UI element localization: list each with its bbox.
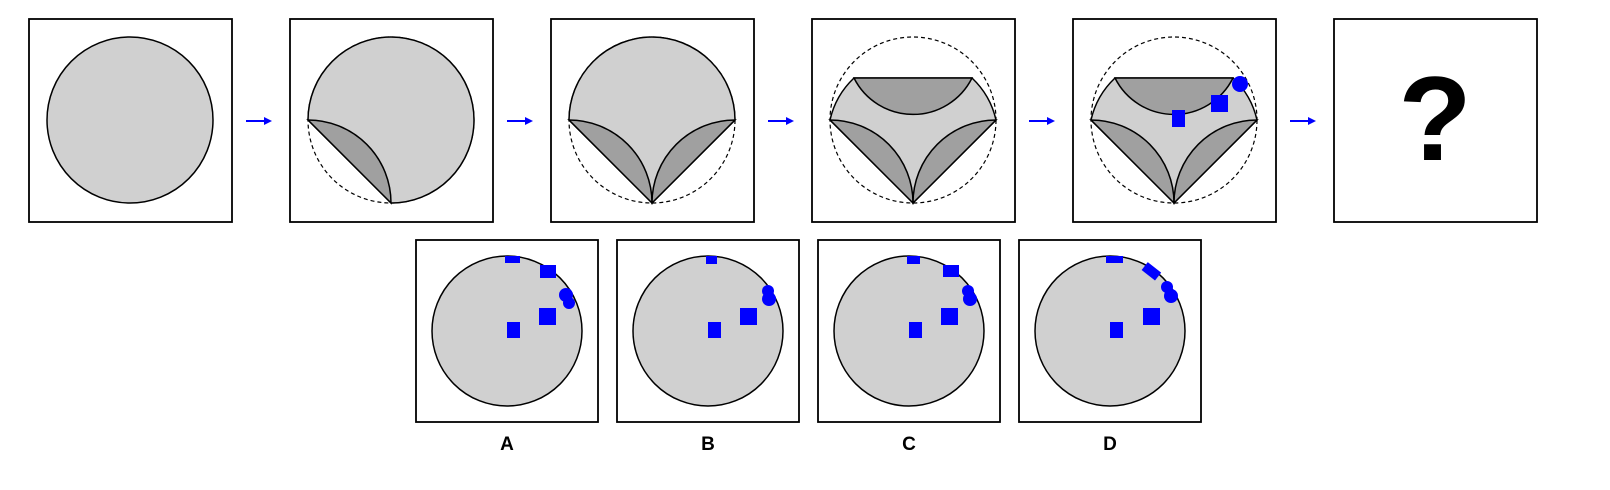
square-marker-icon — [540, 265, 556, 278]
sequence-panel-2 — [289, 18, 494, 223]
option-label: C — [902, 434, 916, 455]
option-d[interactable]: D — [1018, 239, 1202, 455]
folded-flap-right — [651, 119, 737, 205]
sequence-panel-4 — [811, 18, 1016, 223]
square-marker-icon — [943, 265, 959, 277]
square-marker-icon — [1143, 308, 1160, 325]
option-c[interactable]: C — [817, 239, 1001, 455]
option-a[interactable]: A — [415, 239, 599, 455]
folded-flap — [306, 119, 392, 205]
square-marker-icon — [507, 322, 520, 338]
folded-flap-left — [567, 119, 653, 205]
option-b[interactable]: B — [616, 239, 800, 455]
circle-marker-icon — [1164, 289, 1178, 303]
square-marker-icon — [1211, 95, 1228, 112]
square-marker-icon — [1106, 256, 1123, 263]
square-marker-icon — [539, 308, 556, 325]
folded-flap-right — [912, 119, 998, 205]
square-marker-icon — [505, 256, 520, 263]
folded-flap-left — [828, 119, 914, 205]
right-arrow-icon — [507, 117, 533, 125]
right-arrow-icon — [768, 117, 794, 125]
folded-flap-top — [852, 77, 974, 116]
circle-marker-icon — [1232, 76, 1248, 92]
square-marker-icon — [708, 322, 721, 338]
square-marker-icon — [907, 256, 920, 264]
square-marker-icon — [1141, 262, 1162, 281]
square-marker-icon — [740, 308, 757, 325]
square-marker-icon — [909, 322, 922, 338]
sequence-panel-5 — [1072, 18, 1277, 223]
circle-marker-icon — [762, 292, 776, 306]
square-marker-icon — [1172, 110, 1185, 127]
sequence-panel-3 — [550, 18, 755, 223]
square-marker-icon — [1110, 322, 1123, 338]
circle-marker-icon — [563, 297, 575, 309]
sequence-panel-1 — [28, 18, 233, 223]
remaining-paper — [307, 36, 475, 204]
square-marker-icon — [941, 308, 958, 325]
right-arrow-icon — [1029, 117, 1055, 125]
right-arrow-icon — [1290, 117, 1316, 125]
folded-flap-right — [1173, 119, 1259, 205]
option-label: A — [500, 434, 514, 455]
folded-flap-left — [1089, 119, 1175, 205]
remaining-paper — [568, 36, 736, 205]
sequence-panel-6: ? — [1333, 18, 1538, 223]
question-mark: ? — [1398, 52, 1471, 186]
paper-disk — [46, 36, 214, 204]
right-arrow-icon — [246, 117, 272, 125]
circle-marker-icon — [963, 292, 977, 306]
option-label: D — [1103, 434, 1117, 455]
square-marker-icon — [706, 256, 717, 264]
option-label: B — [701, 434, 715, 455]
